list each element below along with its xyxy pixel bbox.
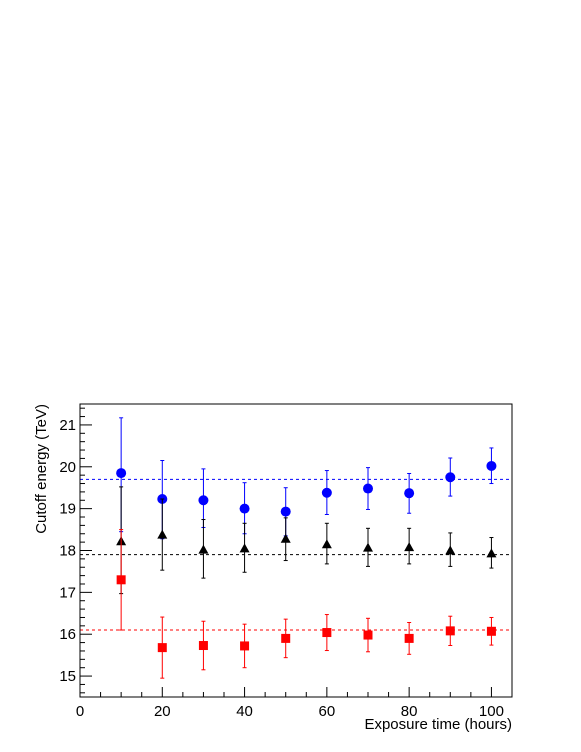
x-tick-label: 0 — [76, 703, 84, 720]
x-axis-label: Exposure time (hours) — [364, 716, 512, 733]
data-point-square — [322, 628, 332, 638]
series-triangle — [80, 486, 512, 595]
series-square — [80, 529, 512, 679]
data-point-triangle — [157, 529, 168, 539]
data-point-square — [198, 641, 208, 651]
y-tick-label: 20 — [59, 459, 76, 476]
y-tick-label: 17 — [59, 584, 76, 601]
x-tick-label: 60 — [319, 703, 336, 720]
x-tick-label: 20 — [154, 703, 171, 720]
data-point-circle — [445, 472, 456, 483]
x-tick-label: 40 — [236, 703, 253, 720]
data-point-circle — [486, 460, 497, 471]
data-point-triangle — [363, 542, 373, 552]
data-point-square — [404, 633, 414, 643]
y-tick-label: 16 — [59, 626, 76, 643]
data-point-circle — [198, 495, 209, 506]
y-axis-label: Cutoff energy (TeV) — [33, 404, 50, 534]
data-point-circle — [363, 483, 373, 494]
data-point-square — [281, 633, 291, 643]
data-point-square — [445, 626, 455, 636]
data-point-square — [157, 643, 167, 653]
data-point-square — [363, 630, 373, 640]
data-point-circle — [280, 506, 291, 517]
data-point-triangle — [280, 533, 291, 543]
data-point-square — [486, 626, 496, 636]
data-point-triangle — [486, 548, 497, 558]
y-tick-label: 18 — [59, 543, 76, 560]
y-tick-label: 21 — [59, 417, 76, 434]
data-point-circle — [404, 488, 415, 499]
data-point-triangle — [404, 542, 415, 552]
series-circle — [80, 417, 512, 540]
data-point-circle — [239, 503, 250, 514]
y-tick-label: 19 — [59, 501, 76, 518]
data-point-square — [116, 575, 126, 585]
plot-frame — [79, 403, 513, 698]
data-point-triangle — [198, 544, 209, 554]
series-layer — [80, 417, 512, 679]
data-point-circle — [321, 487, 332, 498]
data-point-circle — [116, 468, 127, 479]
data-point-triangle — [445, 545, 456, 555]
data-point-square — [240, 641, 250, 651]
data-point-triangle — [321, 539, 332, 549]
y-tick-label: 15 — [59, 668, 76, 685]
axes-layer: 0 20 40 60 80 100 15 16 17 18 19 20 21 — [59, 407, 513, 720]
data-point-triangle — [239, 543, 250, 553]
x-tick-label: 100 — [479, 703, 504, 720]
x-tick-label: 80 — [401, 703, 418, 720]
